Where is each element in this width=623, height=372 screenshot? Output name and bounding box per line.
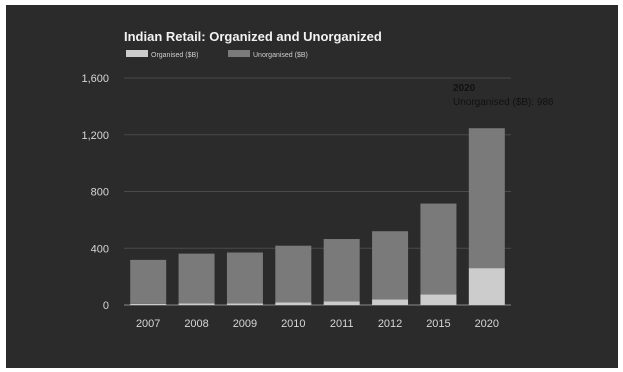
legend-label-organised: Organised ($B) [151,52,198,59]
bar-organised[interactable] [275,302,312,305]
x-axis: 2007 2008 2009 2010 2011 2012 2015 2020 [136,318,499,330]
bar-organised[interactable] [468,268,505,305]
bar-organised[interactable] [226,303,263,305]
chart-title: Indian Retail: Organized and Unorganized [124,29,382,44]
bar-unorganised[interactable] [372,231,409,300]
bar-unorganised[interactable] [468,128,505,269]
x-tick-label: 2007 [136,318,160,330]
x-tick-label: 2009 [233,318,257,330]
bar-organised[interactable] [372,299,409,305]
bars [130,128,505,305]
x-tick-label: 2020 [475,318,499,330]
bar-unorganised[interactable] [420,203,457,295]
bar-unorganised[interactable] [130,259,167,304]
bar-organised[interactable] [323,301,360,305]
y-tick-label: 800 [91,187,109,199]
tooltip-year: 2020 [453,83,476,94]
bar-organised[interactable] [130,303,167,305]
bar-unorganised[interactable] [226,252,263,304]
legend-swatch-organised [126,50,148,57]
y-tick-label: 0 [103,300,109,312]
tooltip-value: Unorganised ($B): 986 [453,97,554,108]
bar-unorganised[interactable] [323,239,360,302]
chart-panel: Indian Retail: Organized and Unorganized… [6,5,618,368]
x-tick-label: 2012 [378,318,402,330]
bar-unorganised[interactable] [275,245,312,303]
bar-organised[interactable] [420,294,457,305]
y-tick-label: 1,200 [81,130,109,142]
legend: Organised ($B) Unorganised ($B) [126,50,308,59]
y-tick-label: 1,600 [81,73,109,85]
y-axis: 0 400 800 1,200 1,600 [81,73,109,312]
bar-chart: Indian Retail: Organized and Unorganized… [81,29,554,330]
legend-swatch-unorganised [228,50,250,57]
x-tick-label: 2010 [281,318,305,330]
bar-organised[interactable] [178,303,215,305]
x-tick-label: 2008 [184,318,208,330]
legend-label-unorganised: Unorganised ($B) [253,52,308,59]
x-tick-label: 2011 [330,318,354,330]
x-tick-label: 2015 [426,318,450,330]
tooltip: 2020 Unorganised ($B): 986 [453,83,554,108]
bar-unorganised[interactable] [178,253,215,304]
y-tick-label: 400 [91,243,109,255]
